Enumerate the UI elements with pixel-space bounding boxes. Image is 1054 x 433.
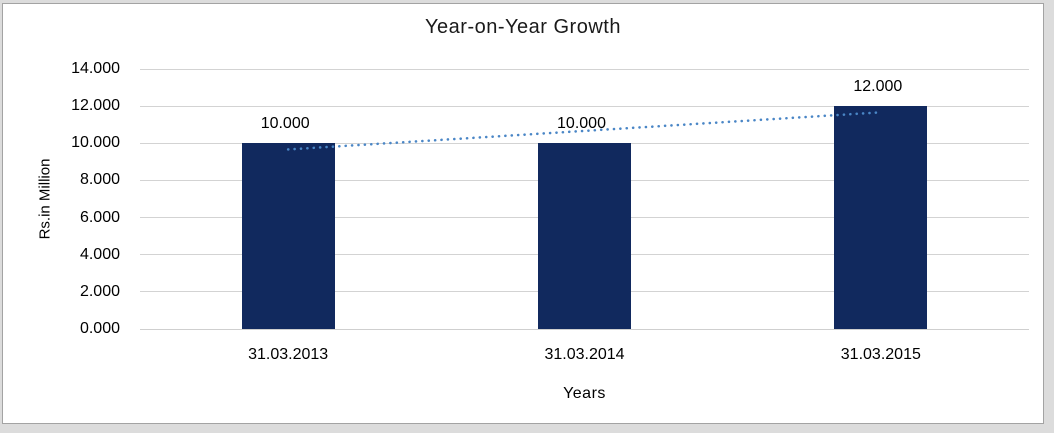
y-tick-label: 12.000 [71, 97, 120, 115]
chart-title: Year-on-Year Growth [425, 16, 621, 38]
y-tick-label: 8.000 [79, 171, 120, 189]
bar [834, 106, 928, 329]
y-tick-label: 14.000 [71, 60, 120, 77]
x-tick-label: 31.03.2015 [840, 346, 921, 363]
y-tick-label: 2.000 [79, 282, 120, 300]
y-tick-label: 10.000 [71, 134, 120, 152]
y-tick-label: 4.000 [79, 245, 120, 263]
x-tick-label: 31.03.2013 [248, 346, 329, 363]
bar-value-label: 12.000 [853, 78, 903, 96]
bar [241, 143, 335, 329]
bar [538, 143, 631, 329]
gridline [140, 68, 1029, 70]
bar-value-label: 10.000 [260, 115, 310, 133]
x-axis-title: Years [563, 385, 606, 402]
y-tick-label: 0.000 [79, 320, 120, 337]
chart-frame: Year-on-Year Growth Rs.in Million Years … [2, 3, 1044, 424]
x-tick-label: 31.03.2014 [544, 346, 625, 363]
gridline [140, 105, 1029, 107]
gridline [140, 328, 1029, 330]
bar-value-label: 10.000 [557, 115, 606, 133]
y-tick-label: 6.000 [79, 208, 120, 226]
